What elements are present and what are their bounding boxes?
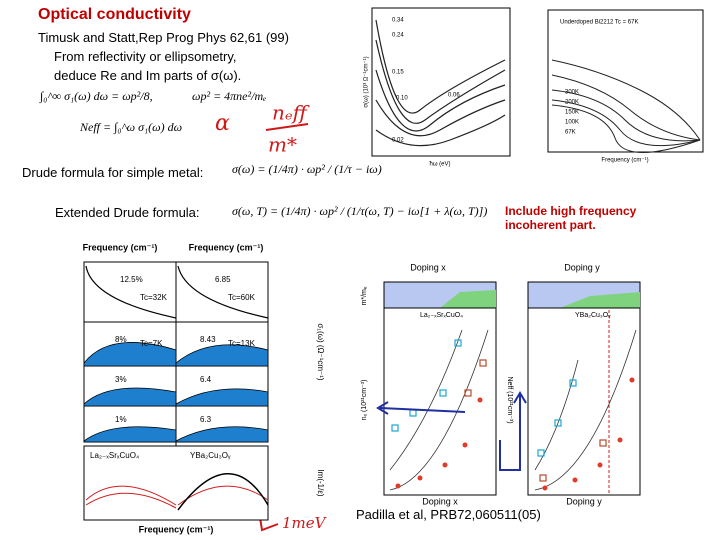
axis-label: Frequency (cm⁻¹) bbox=[83, 242, 158, 252]
credit: Padilla et al, PRB72,060511(05) bbox=[356, 507, 541, 522]
region bbox=[440, 290, 496, 308]
axis-label: Doping x bbox=[410, 262, 446, 272]
plot-frame bbox=[383, 307, 497, 496]
curve-label: 0.10 bbox=[396, 96, 408, 102]
panel-label: Tc=7K bbox=[140, 339, 163, 348]
curve-labels: 0.34 0.24 0.15 0.10 0.06 0.02 bbox=[392, 18, 460, 144]
spectra bbox=[83, 342, 269, 443]
region bbox=[560, 292, 640, 308]
citation: Timusk and Statt,Rep Prog Phys 62,61 (99… bbox=[38, 30, 289, 45]
panel-label: Tc=60K bbox=[228, 293, 256, 302]
handwriting: α bbox=[215, 111, 230, 136]
panel-label: 8% bbox=[115, 335, 127, 344]
curve-label: 0.34 bbox=[392, 18, 404, 24]
panel-label: 12.5% bbox=[120, 275, 143, 284]
curve-label: 300K bbox=[565, 90, 579, 96]
axis-label: m*/mₑ bbox=[361, 286, 368, 305]
curve-label: 0.02 bbox=[392, 138, 404, 144]
panel-label: 6.85 bbox=[215, 275, 231, 284]
fit-lines bbox=[389, 329, 637, 491]
axis-label: Doping y bbox=[566, 496, 602, 506]
fraction-bar bbox=[265, 123, 309, 131]
panel-label: 8.43 bbox=[200, 335, 216, 344]
squares bbox=[464, 359, 607, 482]
panel-label: 6.4 bbox=[200, 375, 212, 384]
axis-label: ħω (eV) bbox=[429, 162, 450, 168]
plot-frame bbox=[547, 9, 704, 153]
axis-label: Doping x bbox=[422, 496, 458, 506]
compound: La₂₋ₓSrₓCuO₄ bbox=[420, 312, 463, 319]
slide-title: Optical conductivity bbox=[38, 6, 191, 23]
compound: YBa₂Cu₃Oᵧ bbox=[190, 451, 231, 460]
compound: La₂₋ₓSrₓCuO₄ bbox=[90, 451, 139, 460]
points bbox=[395, 377, 635, 491]
curves bbox=[375, 19, 506, 147]
plot-frame bbox=[527, 307, 641, 496]
axis-label: nₑ (10²¹cm⁻³) bbox=[361, 380, 368, 421]
plot-title: Underdoped Bi2212 Tc = 67K bbox=[560, 20, 638, 26]
ext-drude-label: Extended Drude formula: bbox=[55, 205, 200, 220]
panel-label: 3% bbox=[115, 375, 127, 384]
formula: ωp² = 4πne²/mₑ bbox=[192, 89, 266, 103]
drude-label: Drude formula for simple metal: bbox=[22, 165, 204, 180]
note: Include high frequency incoherent part. bbox=[505, 204, 637, 232]
axis-label: Neff (10²¹cm⁻³) bbox=[506, 376, 513, 423]
compound: YBa₂Cu₃Oᵧ bbox=[575, 312, 611, 319]
axis-label: Frequency (cm⁻¹) bbox=[189, 242, 264, 252]
handwriting: 1meV bbox=[282, 514, 328, 532]
panel-label: Tc=32K bbox=[140, 293, 168, 302]
curve-label: 67K bbox=[565, 130, 576, 136]
mass-panel bbox=[527, 281, 641, 309]
curve-label: 100K bbox=[565, 120, 579, 126]
formula: ∫₀^∞ σ₁(ω) dω = ωp²/8, bbox=[39, 89, 153, 103]
hand-mark bbox=[257, 504, 279, 532]
squares bbox=[391, 339, 577, 457]
panel-label: 6.3 bbox=[200, 415, 212, 424]
intro-line: From reflectivity or ellipsometry, bbox=[54, 49, 237, 64]
arrows bbox=[376, 391, 527, 471]
panel-label: 1% bbox=[115, 415, 127, 424]
handwriting: nₑff bbox=[272, 101, 311, 125]
axis-label: Im(-1/ε) bbox=[316, 469, 325, 496]
curve-label: 200K bbox=[565, 100, 579, 106]
mass-panel bbox=[383, 281, 497, 309]
formula: σ(ω) = (1/4π) · ωp² / (1/τ − iω) bbox=[232, 162, 382, 176]
axis-label: Frequency (cm⁻¹) bbox=[139, 524, 214, 534]
curve-label: 150K bbox=[565, 110, 579, 116]
loss-curve bbox=[177, 473, 269, 511]
curve-label: 0.24 bbox=[392, 33, 404, 39]
panel-labels: 12.5% Tc=32K 6.85 Tc=60K 8% Tc=7K 8.43 T… bbox=[90, 275, 256, 460]
intro-line: deduce Re and Im parts of σ(ω). bbox=[54, 68, 242, 83]
plot-frame bbox=[371, 7, 511, 157]
spectra bbox=[85, 265, 269, 319]
curve-label: 0.15 bbox=[392, 70, 404, 76]
formula: Neff = ∫₀^ω σ₁(ω) dω bbox=[79, 120, 182, 134]
panel-label: Tc=13K bbox=[228, 339, 256, 348]
curve-labels: 300K 200K 150K 100K 67K bbox=[565, 90, 579, 136]
panel-frames bbox=[83, 261, 269, 521]
axis-label: Doping y bbox=[564, 262, 600, 272]
loss-curves bbox=[85, 485, 269, 509]
handwriting: m* bbox=[268, 133, 297, 157]
axis-label: σ₁(ω) (Ω⁻¹cm⁻¹) bbox=[316, 323, 325, 381]
curves bbox=[551, 59, 701, 153]
axis-label: σ(ω) (10³ Ω⁻¹cm⁻¹) bbox=[364, 56, 370, 107]
axis-label: Frequency (cm⁻¹) bbox=[601, 158, 648, 164]
curve-label: 0.06 bbox=[448, 93, 460, 99]
formula: σ(ω, T) = (1/4π) · ωp² / (1/τ(ω, T) − iω… bbox=[232, 204, 487, 218]
